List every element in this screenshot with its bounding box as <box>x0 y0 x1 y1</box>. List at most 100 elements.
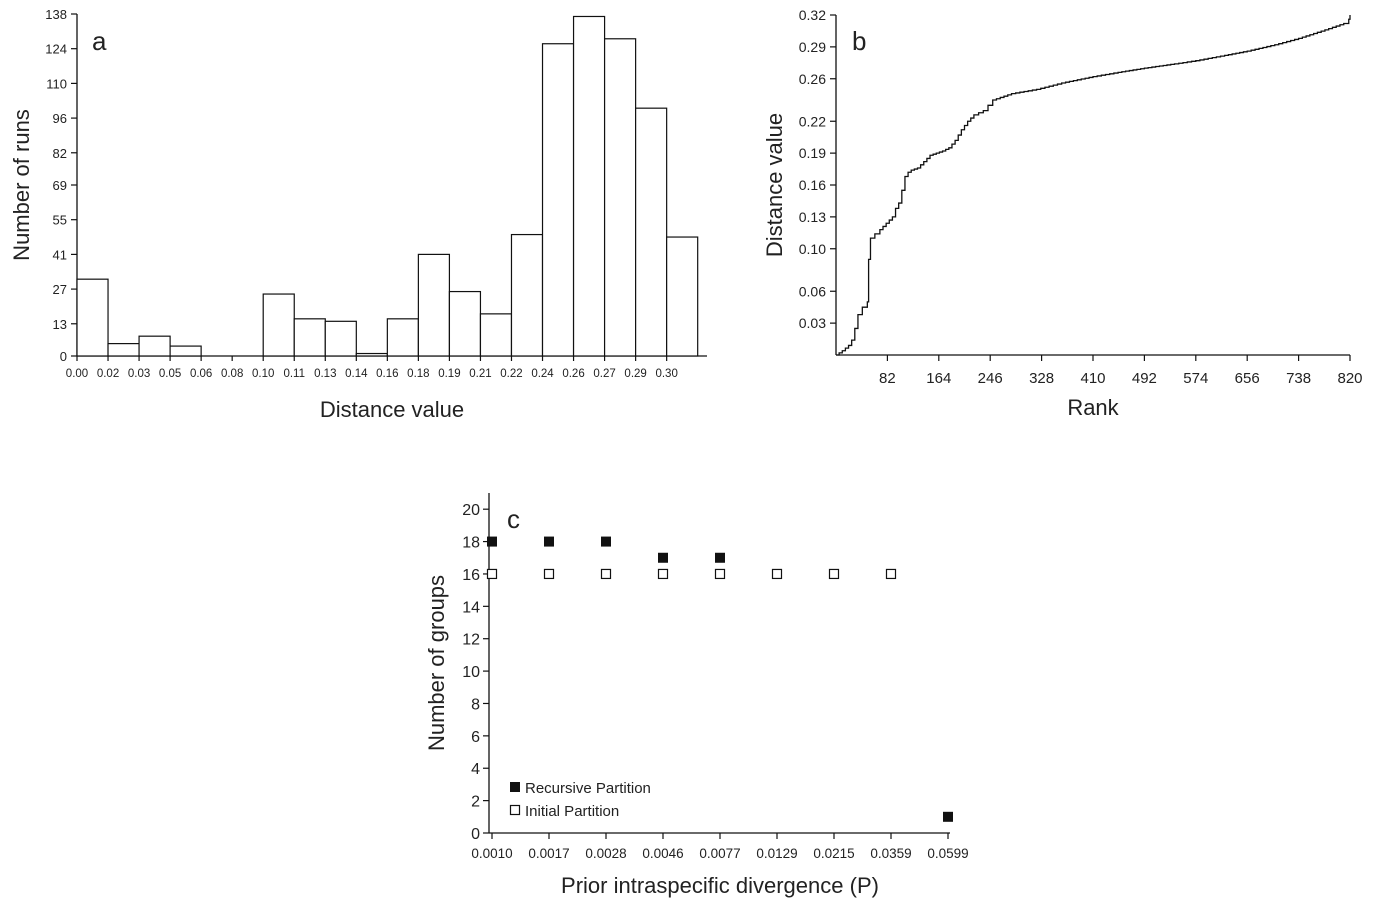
panel-c-x-tick-label: 0.0129 <box>756 846 797 861</box>
panel-c-x-tick-label: 0.0010 <box>471 846 512 861</box>
recursive-partition-point <box>544 536 554 547</box>
panel-a-x-tick-label: 0.16 <box>376 368 398 380</box>
histogram-bar <box>510 233 544 357</box>
panel-a-x-tick-label: 0.18 <box>407 368 429 380</box>
histogram-bar <box>541 43 575 357</box>
histogram-panel-a: a 0 13 27 41 55 69 82 96 110 124 138 0.00 0.02 0.03 0… <box>9 7 707 422</box>
panel-c-y-tick-label: 18 <box>462 535 480 552</box>
recursive-partition-point <box>658 552 668 563</box>
panel-c-y-tick-label: 20 <box>462 502 480 519</box>
rank-panel-b: b 0.03 0.06 0.10 0.13 0.16 0.19 0.22 0.26 0.29 0.… <box>762 7 1363 420</box>
panel-a-y-tick-label: 124 <box>45 42 67 57</box>
histogram-bar <box>169 345 202 357</box>
panel-a-x-label: Distance value <box>320 397 464 422</box>
histogram-bar <box>76 278 109 357</box>
initial-partition-point <box>885 568 897 580</box>
panel-a-x-tick-label: 0.13 <box>314 368 336 380</box>
histogram-bar <box>107 343 140 357</box>
panel-b-x-tick-label: 656 <box>1235 370 1260 387</box>
panel-a-y-tick-label: 82 <box>53 146 67 161</box>
panel-c-y-label: Number of groups <box>424 575 449 751</box>
legend-recursive-label: Recursive Partition <box>525 780 651 797</box>
panel-c-y-tick-label: 16 <box>462 567 480 584</box>
panel-a-x-tick-label: 0.29 <box>624 368 646 380</box>
histogram-bar <box>417 253 451 357</box>
panel-c-y-tick-label: 0 <box>471 826 480 843</box>
panel-c-letter: c <box>507 504 520 534</box>
panel-b-y-tick-label: 0.10 <box>799 241 826 257</box>
initial-partition-point <box>714 568 726 580</box>
panel-b-x-tick-label: 738 <box>1286 370 1311 387</box>
panel-b-x-label: Rank <box>1067 395 1119 420</box>
panel-a-x-tick-label: 0.00 <box>66 368 88 380</box>
panel-b-y-tick-label: 0.26 <box>799 71 826 87</box>
panel-b-x-tick-label: 246 <box>978 370 1003 387</box>
initial-partition-point <box>486 568 498 580</box>
panel-b-x-tick-label: 820 <box>1337 370 1362 387</box>
panel-b-y-tick-label: 0.06 <box>799 283 826 299</box>
panel-a-x-tick-label: 0.26 <box>562 368 584 380</box>
panel-a-x-tick-label: 0.03 <box>128 368 150 380</box>
panel-b-x-tick-label: 164 <box>926 370 951 387</box>
histogram-bar <box>138 335 171 357</box>
panel-a-y-tick-label: 0 <box>60 349 67 364</box>
panel-b-x-tick-label: 328 <box>1029 370 1054 387</box>
panel-c-y-tick-label: 14 <box>462 599 480 616</box>
panel-b-y-tick-label: 0.16 <box>799 177 826 193</box>
panel-a-x-tick-label: 0.27 <box>593 368 615 380</box>
recursive-partition-point <box>715 552 725 563</box>
panel-c-y-tick-label: 2 <box>471 794 480 811</box>
histogram-bar <box>479 313 513 357</box>
panel-a-x-tick-label: 0.05 <box>159 368 181 380</box>
panel-a-y-tick-label: 55 <box>53 213 67 228</box>
panel-a-x-tick-label: 0.10 <box>252 368 274 380</box>
panel-a-y-tick-label: 27 <box>53 282 67 297</box>
histogram-bar <box>603 38 637 357</box>
panel-b-y-tick-label: 0.13 <box>799 209 826 225</box>
legend-initial-label: Initial Partition <box>525 803 619 820</box>
panel-c-x-tick-label: 0.0359 <box>870 846 911 861</box>
panel-a-x-tick-label: 0.08 <box>221 368 243 380</box>
initial-partition-point <box>543 568 555 580</box>
panel-a-x-tick-label: 0.24 <box>531 368 554 380</box>
legend-initial-marker <box>509 804 521 816</box>
panel-b-x-tick-label: 82 <box>879 370 896 387</box>
panel-c-y-tick-label: 10 <box>462 664 480 681</box>
panel-b-y-tick-label: 0.19 <box>799 145 826 161</box>
histogram-bar <box>293 318 326 357</box>
initial-partition-point <box>600 568 612 580</box>
panel-a-y-tick-label: 13 <box>53 317 67 332</box>
panel-a-x-tick-label: 0.06 <box>190 368 212 380</box>
legend-recursive-marker <box>510 782 520 792</box>
panel-a-x-tick-label: 0.02 <box>97 368 119 380</box>
histogram-bar <box>635 107 668 357</box>
panel-a-x-tick-label: 0.14 <box>345 368 368 380</box>
panel-a-y-tick-label: 69 <box>53 178 67 193</box>
histogram-bar <box>324 320 357 357</box>
recursive-partition-point <box>601 536 611 547</box>
panel-c-x-tick-label: 0.0017 <box>528 846 569 861</box>
panel-c-x-tick-label: 0.0077 <box>699 846 740 861</box>
panel-a-x-tick-label: 0.30 <box>655 368 677 380</box>
panel-c-legend: Recursive Partition Initial Partition <box>509 780 651 820</box>
initial-partition-point <box>657 568 669 580</box>
panel-a-y-tick-label: 138 <box>45 7 67 22</box>
panel-a-y-tick-label: 96 <box>53 111 67 126</box>
panel-a-y-tick-label: 110 <box>46 76 67 91</box>
panel-a-x-tick-label: 0.19 <box>438 368 460 380</box>
panel-c-y-tick-label: 8 <box>471 696 480 713</box>
panel-a-y-tick-label: 41 <box>53 247 67 262</box>
scatter-panel-c: c 0 2 4 6 8 10 12 14 16 18 20 0.0010 0.0017 0.0028 0.… <box>424 493 969 898</box>
panel-c-x-tick-label: 0.0599 <box>927 846 968 861</box>
panel-c-x-tick-label: 0.0215 <box>813 846 854 861</box>
panel-a-x-tick-label: 0.11 <box>283 368 305 380</box>
histogram-bar <box>666 236 699 357</box>
initial-partition-point <box>828 568 840 580</box>
panel-b-y-tick-label: 0.03 <box>799 315 826 331</box>
panel-c-y-tick-label: 6 <box>471 729 480 746</box>
panel-a-x-tick-label: 0.21 <box>469 368 491 380</box>
histogram-bar <box>448 290 482 357</box>
initial-partition-point <box>771 568 783 580</box>
panel-c-x-tick-label: 0.0028 <box>585 846 626 861</box>
